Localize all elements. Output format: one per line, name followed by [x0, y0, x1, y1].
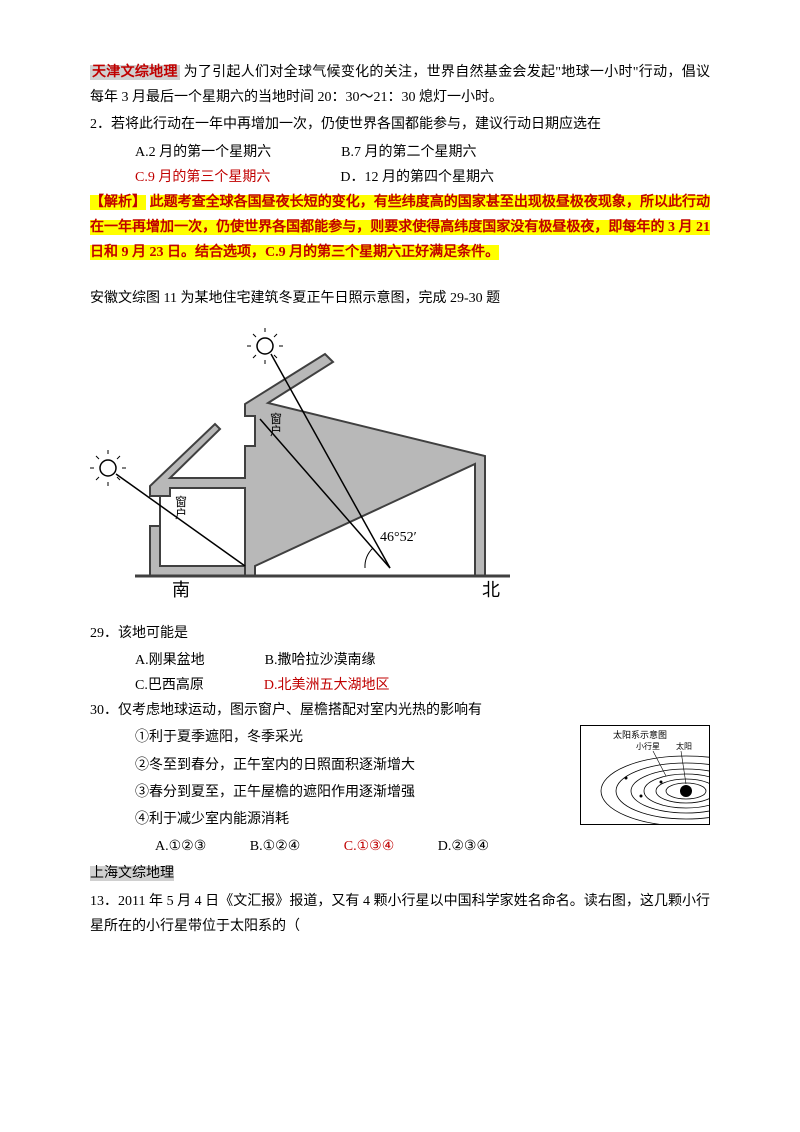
- q29-optB: B.撒哈拉沙漠南缘: [265, 648, 376, 673]
- q2-optA: A.2 月的第一个星期六: [135, 140, 271, 165]
- q2-options-row1: A.2 月的第一个星期六 B.7 月的第二个星期六: [90, 140, 710, 165]
- angle-arc: [365, 548, 373, 568]
- q30-optA: A.①②③: [155, 839, 206, 854]
- building-svg: 窗 户 窗 户 46°52′ 南 北: [90, 326, 520, 606]
- q2-text: 2．若将此行动在一年中再增加一次，仍使世界各国都能参与，建议行动日期应选在: [90, 112, 710, 137]
- q29-optD: D.北美洲五大湖地区: [264, 673, 390, 698]
- q30-body: 太阳系示意图 小行星 太阳 ①利于夏季遮阳，冬季采光 ②冬至到春分，正午室内的日…: [90, 725, 710, 939]
- q29-text: 29．该地可能是: [90, 621, 710, 646]
- north-label: 北: [482, 580, 500, 600]
- anhui-intro: 安徽文综图 11 为某地住宅建筑冬夏正午日照示意图，完成 29-30 题: [90, 286, 710, 311]
- solar-system-svg: 太阳系示意图 小行星 太阳: [581, 726, 709, 824]
- tianjin-intro: 天津文综地理 为了引起人们对全球气候变化的关注，世界自然基金会发起"地球一小时"…: [90, 60, 710, 110]
- tianjin-label: 天津文综地理: [90, 65, 180, 80]
- q30-optD: D.②③④: [438, 839, 489, 854]
- q30-options: A.①②③ B.①②④ C.①③④ D.②③④: [90, 834, 710, 859]
- building-diagram: 窗 户 窗 户 46°52′ 南 北: [90, 326, 710, 606]
- q29-optA: A.刚果盆地: [135, 648, 205, 673]
- q2-optD: D．12 月的第四个星期六: [340, 165, 494, 190]
- q2-optB: B.7 月的第二个星期六: [341, 140, 476, 165]
- tianjin-intro-text: 为了引起人们对全球气候变化的关注，世界自然基金会发起"地球一小时"行动，倡议每年…: [90, 65, 710, 105]
- window-label-1b: 户: [270, 423, 282, 438]
- window-label-2b: 户: [175, 506, 187, 521]
- q2-optC: C.9 月的第三个星期六: [135, 165, 270, 190]
- q29-optC: C.巴西高原: [135, 673, 204, 698]
- small-diagram: 太阳系示意图 小行星 太阳: [580, 725, 710, 825]
- angle-label: 46°52′: [380, 530, 417, 545]
- sun-lower: [90, 450, 126, 486]
- shanghai-label: 上海文综地理: [90, 866, 174, 881]
- analysis-text: 此题考查全球各国昼夜长短的变化，有些纬度高的国家甚至出现极昼极夜现象，所以此行动…: [90, 195, 710, 260]
- q30-optC: C.①③④: [344, 839, 395, 854]
- q30-optB: B.①②④: [250, 839, 301, 854]
- q30-text: 30．仅考虑地球运动，图示窗户、屋檐搭配对室内光热的影响有: [90, 698, 710, 723]
- shanghai-label-line: 上海文综地理: [90, 861, 710, 886]
- south-label: 南: [172, 580, 190, 600]
- q29-options: A.刚果盆地 B.撒哈拉沙漠南缘 C.巴西高原 D.北美洲五大湖地区: [90, 648, 710, 698]
- building-outline: [150, 354, 485, 576]
- q2-options-row2: C.9 月的第三个星期六 D．12 月的第四个星期六: [90, 165, 710, 190]
- small-title: 太阳系示意图: [613, 729, 667, 740]
- sun-upper: [247, 328, 283, 364]
- svg-text:太阳: 太阳: [676, 741, 692, 751]
- analysis-label: 【解析】: [90, 195, 146, 210]
- analysis-block: 【解析】 此题考查全球各国昼夜长短的变化，有些纬度高的国家甚至出现极昼极夜现象，…: [90, 190, 710, 266]
- svg-text:小行星: 小行星: [636, 741, 660, 751]
- q13-text: 13．2011 年 5 月 4 日《文汇报》报道，又有 4 颗小行星以中国科学家…: [90, 889, 710, 939]
